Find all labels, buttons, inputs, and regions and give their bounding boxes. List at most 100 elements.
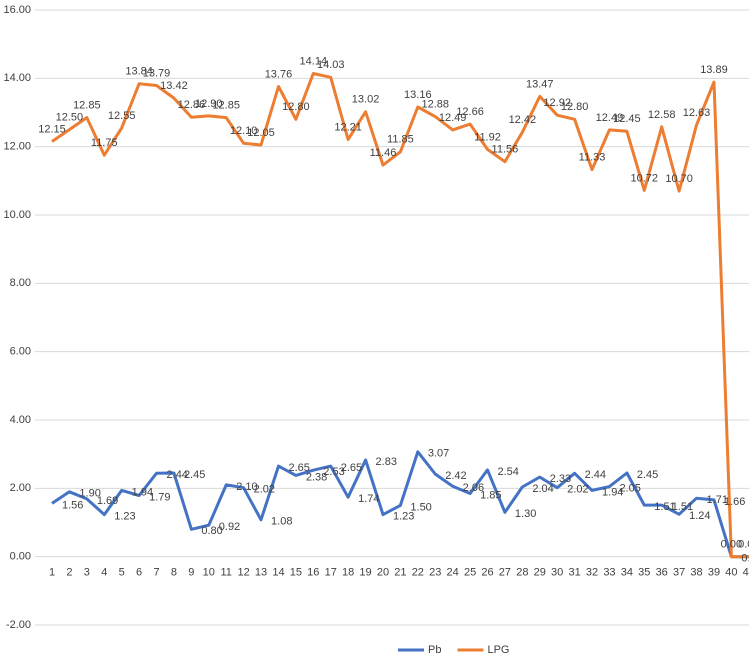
data-label: 0.00 (741, 553, 749, 565)
x-tick-label: 20 (377, 567, 389, 579)
data-label: 3.07 (428, 448, 449, 460)
y-tick-label: -2.00 (6, 619, 31, 631)
data-label: 2.83 (376, 456, 397, 468)
legend-label: LPG (487, 644, 509, 656)
x-tick-label: 13 (255, 567, 267, 579)
x-tick-label: 39 (708, 567, 720, 579)
x-tick-label: 40 (725, 567, 737, 579)
series-line (51, 450, 749, 559)
x-tick-label: 28 (516, 567, 528, 579)
data-label: 2.65 (341, 462, 362, 474)
x-tick-label: 26 (481, 567, 493, 579)
data-label: 12.92 (543, 97, 571, 109)
data-label: 1.94 (602, 486, 623, 498)
data-label: 2.10 (236, 481, 257, 493)
data-label: 2.45 (637, 469, 658, 481)
data-label: 12.45 (613, 113, 641, 125)
data-label: 12.15 (38, 123, 66, 135)
y-tick-label: 6.00 (10, 346, 31, 358)
data-label: 1.23 (393, 511, 414, 523)
data-label: 1.69 (97, 495, 118, 507)
data-label: 1.90 (79, 488, 100, 500)
data-label: 12.86 (178, 99, 206, 111)
data-label: 11.75 (91, 137, 118, 149)
y-tick-label: 10.00 (3, 209, 31, 221)
data-label: 2.54 (498, 466, 519, 478)
data-label: 12.66 (456, 106, 484, 118)
data-label: 12.85 (73, 100, 101, 112)
data-label: 0.00 (721, 539, 742, 551)
data-label: 13.02 (352, 94, 380, 106)
x-tick-label: 9 (188, 567, 194, 579)
x-tick-label: 16 (307, 567, 319, 579)
x-tick-label: 12 (237, 567, 249, 579)
data-label: 14.14 (300, 55, 328, 67)
x-tick-label: 29 (534, 567, 546, 579)
data-label: 13.16 (404, 89, 432, 101)
data-label: 12.90 (195, 98, 223, 110)
x-tick-label: 35 (638, 567, 650, 579)
x-tick-label: 37 (673, 567, 685, 579)
data-label: 12.50 (56, 111, 84, 123)
x-tick-label: 15 (290, 567, 302, 579)
x-tick-label: 34 (621, 567, 633, 579)
data-label: 1.79 (149, 491, 170, 503)
data-label: 10.72 (631, 172, 659, 184)
data-label: 1.74 (358, 493, 379, 505)
x-tick-label: 25 (464, 567, 476, 579)
x-tick-label: 33 (603, 567, 615, 579)
data-label: 1.51 (672, 501, 693, 513)
data-label: 1.51 (654, 501, 675, 513)
data-label: 2.45 (184, 469, 205, 481)
data-label: 12.49 (439, 112, 467, 124)
y-tick-label: 2.00 (10, 482, 31, 494)
data-label: 2.33 (550, 473, 571, 485)
data-label: 2.53 (323, 466, 344, 478)
data-label: 11.85 (387, 134, 414, 146)
data-label: 12.42 (509, 114, 537, 126)
x-tick-label: 8 (171, 567, 177, 579)
data-label: 2.02 (254, 484, 275, 496)
x-tick-label: 17 (325, 567, 337, 579)
data-label: 1.08 (271, 516, 292, 528)
data-label: 12.88 (421, 99, 449, 111)
x-tick-label: 22 (412, 567, 424, 579)
data-label: 2.38 (306, 471, 327, 483)
data-label: 2.04 (532, 483, 553, 495)
data-label: 13.89 (700, 64, 728, 76)
data-label: 1.71 (707, 494, 728, 506)
data-label: 11.92 (474, 131, 501, 143)
data-label: 11.33 (579, 151, 606, 163)
legend-label: Pb (428, 644, 441, 656)
data-label: 2.42 (445, 470, 466, 482)
x-tick-label: 14 (272, 567, 284, 579)
x-tick-label: 27 (499, 567, 511, 579)
data-label: 1.24 (689, 510, 710, 522)
x-tick-label: 18 (342, 567, 354, 579)
x-tick-label: 31 (568, 567, 580, 579)
data-label: 13.76 (265, 68, 293, 80)
data-label: 13.84 (125, 66, 153, 78)
data-label: 12.55 (108, 110, 136, 122)
x-tick-label: 1 (49, 567, 55, 579)
data-label: 12.80 (282, 101, 310, 113)
data-label: 2.44 (585, 469, 606, 481)
x-tick-label: 38 (690, 567, 702, 579)
data-label: 0.92 (219, 521, 240, 533)
data-label: 2.06 (463, 482, 484, 494)
data-label: 2.02 (567, 484, 588, 496)
data-label: 1.94 (132, 486, 153, 498)
data-label: 11.46 (370, 147, 397, 159)
y-tick-label: 0.00 (10, 551, 31, 563)
data-label: 2.65 (288, 462, 309, 474)
data-label: 1.66 (724, 496, 745, 508)
data-label: 2.44 (167, 469, 188, 481)
x-tick-label: 4 (101, 567, 107, 579)
data-label: 12.49 (596, 112, 624, 124)
data-label: 12.63 (683, 107, 711, 119)
data-label: 12.80 (561, 101, 589, 113)
x-tick-label: 24 (447, 567, 459, 579)
data-label: 11.56 (492, 144, 519, 156)
data-label: 1.50 (410, 501, 431, 513)
y-tick-label: 8.00 (10, 277, 31, 289)
